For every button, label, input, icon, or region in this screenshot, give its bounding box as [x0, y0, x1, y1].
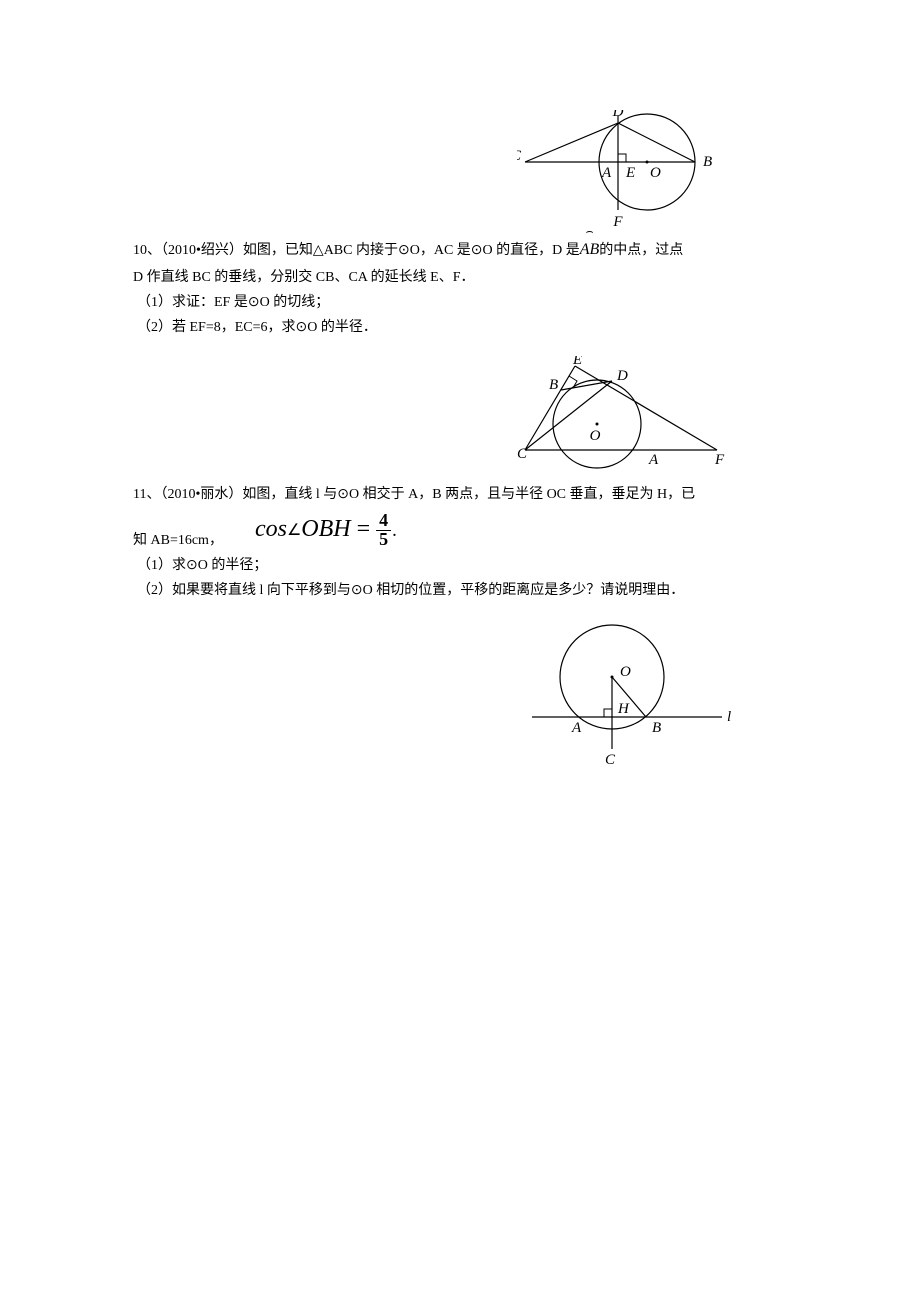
- circle-symbol: ⊙: [398, 238, 410, 263]
- problem-10-text: 10、（2010•绍兴）如图，已知△ABC 内接于⊙O，AC 是⊙O 的直径，D…: [133, 236, 790, 265]
- problem-10-line2: D 作直线 BC 的垂线，分别交 CB、CA 的延长线 E、F．: [133, 265, 790, 290]
- svg-text:O: O: [650, 165, 661, 181]
- circle-symbol: ⊙: [471, 238, 483, 263]
- diagram2-svg: E B D C O A F: [507, 356, 737, 476]
- cos-formula: cos∠OBH = 45．: [253, 508, 407, 551]
- svg-text:B: B: [549, 377, 558, 393]
- svg-text:A: A: [601, 165, 612, 181]
- svg-text:O: O: [589, 428, 600, 444]
- svg-text:F: F: [612, 214, 623, 230]
- problem-10-sub1: （1）求证：EF 是⊙O 的切线；: [133, 290, 790, 315]
- problem-11-line2: 知 AB=16cm， cos∠OBH = 45．: [133, 508, 790, 553]
- svg-text:A: A: [648, 452, 659, 468]
- svg-text:C: C: [604, 752, 615, 768]
- arc-ab: ⌢AB: [580, 236, 600, 265]
- p10-num: 10、: [133, 243, 161, 258]
- p10-td: O 的直径，D 是: [483, 243, 580, 258]
- svg-text:C: C: [517, 446, 528, 462]
- problem-11: 11、（2010•丽水）如图，直线 l 与⊙O 相交于 A，B 两点，且与半径 …: [133, 482, 790, 603]
- triangle-symbol: △: [313, 241, 324, 257]
- svg-text:l: l: [727, 709, 731, 725]
- svg-text:O: O: [620, 664, 631, 680]
- svg-text:E: E: [572, 356, 582, 368]
- svg-text:B: B: [703, 154, 712, 170]
- svg-text:D: D: [616, 368, 628, 384]
- diagram1-svg: D C B A E O F: [517, 110, 737, 230]
- p11-source: （2010•丽水）: [160, 487, 242, 502]
- problem9-diagram: D C B A E O F: [463, 110, 790, 230]
- p10-source: （2010•绍兴）: [161, 243, 243, 258]
- svg-text:H: H: [617, 701, 630, 717]
- svg-text:D: D: [611, 110, 623, 120]
- svg-text:F: F: [714, 452, 725, 468]
- p11-ta: 如图，直线 l 与: [242, 487, 337, 502]
- p11-tb: O 相交于 A，B 两点，且与半径 OC 垂直，垂足为 H，已: [349, 487, 695, 502]
- problem-10-sub2: （2）若 EF=8，EC=6，求⊙O 的半径．: [133, 315, 790, 340]
- circle-symbol: ⊙: [337, 482, 349, 507]
- p10-te: 的中点，过点: [599, 243, 683, 258]
- svg-text:E: E: [625, 165, 635, 181]
- problem-11-sub2: （2）如果要将直线 l 向下平移到与⊙O 相切的位置，平移的距离应是多少？请说明…: [133, 578, 790, 603]
- problem11-diagram: O H A B C l: [463, 619, 790, 769]
- svg-text:A: A: [571, 720, 582, 736]
- svg-text:C: C: [517, 148, 522, 164]
- svg-text:B: B: [652, 720, 661, 736]
- problem10-diagram: E B D C O A F: [453, 356, 790, 476]
- p11-num: 11、: [133, 487, 160, 502]
- p10-ta: 如图，已知: [243, 243, 313, 258]
- diagram3-svg: O H A B C l: [512, 619, 742, 769]
- problem-10: 10、（2010•绍兴）如图，已知△ABC 内接于⊙O，AC 是⊙O 的直径，D…: [133, 236, 790, 340]
- fraction: 45: [376, 511, 391, 549]
- p10-tb: ABC 内接于: [324, 243, 398, 258]
- p10-tc: O，AC 是: [410, 243, 471, 258]
- problem-11-sub1: （1）求⊙O 的半径；: [133, 553, 790, 578]
- problem-11-text: 11、（2010•丽水）如图，直线 l 与⊙O 相交于 A，B 两点，且与半径 …: [133, 482, 790, 507]
